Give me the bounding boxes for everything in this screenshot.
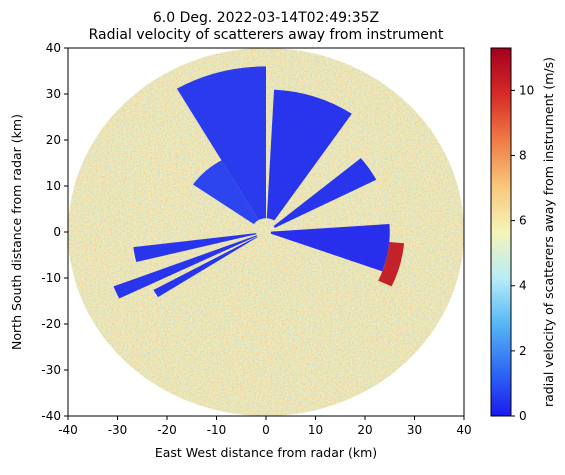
- x-tick-label: -40: [58, 423, 78, 437]
- colorbar-tick-label: 2: [519, 344, 527, 358]
- x-tick-label: 30: [407, 423, 422, 437]
- y-axis-ticks: -40 -30 -20 -10 0 10 20 30 40: [41, 41, 68, 423]
- velocity-region: [270, 223, 390, 272]
- colorbar-ticks: 0 2 4 6 8 10: [511, 83, 534, 423]
- x-axis-label: East West distance from radar (km): [155, 445, 377, 460]
- velocity-region: [153, 236, 258, 298]
- colorbar-tick-label: 6: [519, 214, 527, 228]
- y-axis-label: North South distance from radar (km): [9, 114, 24, 350]
- velocity-region: [113, 235, 258, 299]
- x-tick-label: -20: [157, 423, 177, 437]
- colorbar-tick-label: 0: [519, 409, 527, 423]
- velocity-region: [176, 66, 266, 221]
- y-tick-label: -30: [41, 363, 61, 377]
- x-tick-label: 10: [308, 423, 323, 437]
- chart-title-line1: 6.0 Deg. 2022-03-14T02:49:35Z: [153, 10, 379, 26]
- y-tick-label: -40: [41, 409, 61, 423]
- velocity-region: [378, 242, 405, 287]
- colorbar-gradient: [490, 47, 512, 417]
- x-tick-label: -30: [108, 423, 128, 437]
- y-tick-label: 20: [46, 133, 61, 147]
- colorbar-label: radial velocity of scatterers away from …: [541, 57, 556, 407]
- velocity-region: [266, 89, 352, 221]
- y-tick-label: 0: [53, 225, 61, 239]
- velocity-region: [273, 158, 377, 228]
- y-tick-label: -10: [41, 271, 61, 285]
- y-tick-label: 30: [46, 87, 61, 101]
- x-tick-label: 0: [262, 423, 270, 437]
- colorbar-tick-label: 8: [519, 148, 527, 162]
- x-tick-label: 20: [357, 423, 372, 437]
- plot-area: [68, 48, 464, 416]
- chart-title-line2: Radial velocity of scatterers away from …: [89, 27, 444, 43]
- colorbar: 0 2 4 6 8 10 radial velocity of scatterers aw…: [490, 47, 556, 423]
- x-tick-label: 40: [456, 423, 471, 437]
- y-tick-label: -20: [41, 317, 61, 331]
- y-tick-label: 40: [46, 41, 61, 55]
- y-tick-label: 10: [46, 179, 61, 193]
- colorbar-tick-label: 4: [519, 279, 527, 293]
- x-axis-ticks: -40 -30 -20 -10 0 10 20 30 40: [58, 416, 472, 437]
- velocity-region: [193, 160, 259, 225]
- colorbar-tick-label: 10: [519, 83, 534, 97]
- velocity-region: [133, 233, 257, 263]
- x-tick-label: -10: [207, 423, 227, 437]
- radar-ppi-field: [68, 48, 464, 416]
